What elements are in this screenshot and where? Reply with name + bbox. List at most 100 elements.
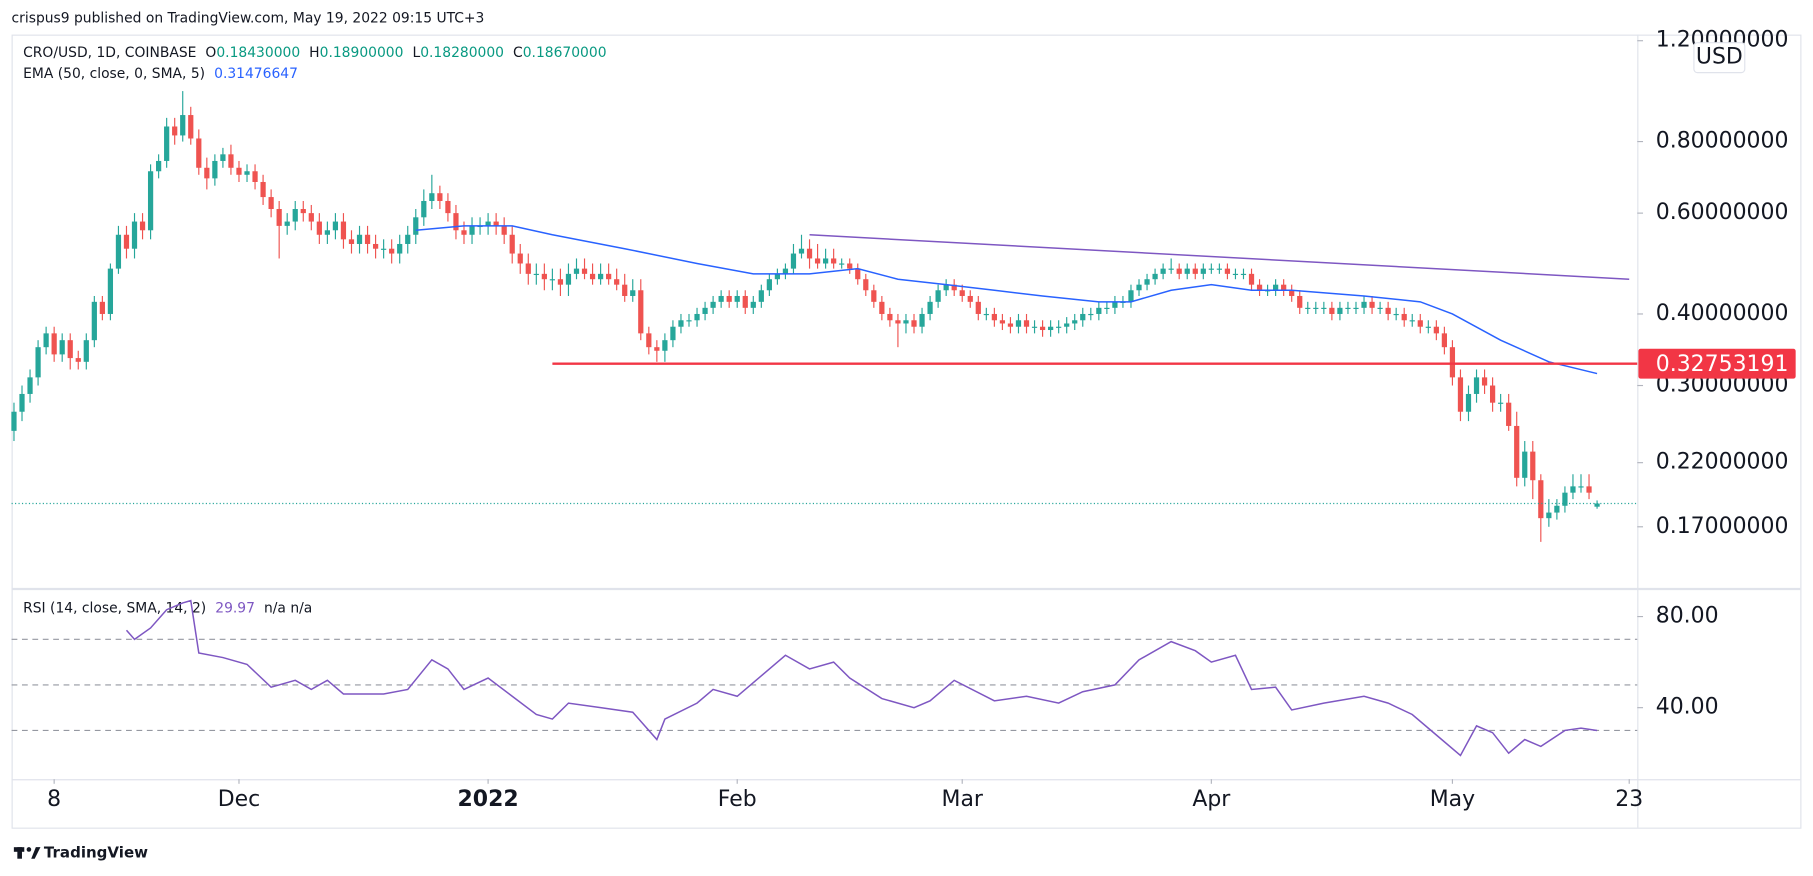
candle-body xyxy=(654,347,660,351)
candle-body xyxy=(204,167,210,179)
candle-body xyxy=(1192,268,1198,274)
candle-body xyxy=(734,295,740,302)
candle-body xyxy=(662,340,668,351)
candle-body xyxy=(1538,480,1544,519)
brand-logo xyxy=(13,847,41,859)
candle-body xyxy=(798,248,805,254)
candle-body xyxy=(405,234,411,244)
candle-body xyxy=(67,340,73,359)
candle-body xyxy=(35,347,41,378)
candle-body xyxy=(1160,268,1166,274)
x-tick-label: Dec xyxy=(218,787,260,812)
candle-body xyxy=(839,263,845,265)
candle-body xyxy=(340,221,347,240)
chart-frame xyxy=(11,34,1802,829)
candle-body xyxy=(557,279,564,285)
candle-body xyxy=(164,126,170,161)
candle-body xyxy=(1530,451,1536,481)
candle-body xyxy=(1184,268,1190,274)
candle-body xyxy=(565,273,572,285)
candle-body xyxy=(1522,451,1528,478)
x-tick-label: 23 xyxy=(1615,787,1643,812)
candle-body xyxy=(1152,273,1158,280)
candle-body xyxy=(75,358,81,362)
candle-body xyxy=(951,284,957,291)
candle-body xyxy=(622,284,628,296)
candle-body xyxy=(686,320,692,322)
candle-body xyxy=(1498,402,1504,404)
candle-body xyxy=(630,290,636,296)
y-tick-label: 0.17000000 xyxy=(1656,514,1789,539)
candle-body xyxy=(847,263,853,269)
candle-body xyxy=(1554,505,1560,513)
y-tick-label: 80.00 xyxy=(1656,604,1719,629)
candle-body xyxy=(895,320,901,324)
ema-legend: EMA (50, close, 0, SMA, 5) 0.31476647 xyxy=(23,66,298,82)
candle-body xyxy=(1425,326,1431,328)
candle-body xyxy=(236,167,242,175)
candle-body xyxy=(59,340,65,355)
candle-body xyxy=(999,320,1006,324)
candle-body xyxy=(1136,284,1142,291)
candle-body xyxy=(364,234,371,244)
level-label: 0.32753191 xyxy=(1656,352,1789,377)
candle-body xyxy=(927,301,933,314)
candle-body xyxy=(1297,295,1303,308)
candle-body xyxy=(742,295,748,308)
candle-body xyxy=(1216,268,1222,270)
candle-body xyxy=(220,154,226,161)
candle-body xyxy=(389,248,395,254)
candle-body xyxy=(43,333,49,348)
candle-body xyxy=(1281,284,1287,291)
candle-body xyxy=(710,301,716,308)
candle-body xyxy=(1409,320,1415,322)
candle-body xyxy=(332,221,339,231)
candle-body xyxy=(324,230,330,235)
candle-body xyxy=(11,411,17,431)
candle-body xyxy=(1586,486,1592,493)
candle-body xyxy=(1144,279,1150,285)
candle-body xyxy=(445,200,451,214)
candle-body xyxy=(1064,323,1070,327)
rsi-value: 29.97 xyxy=(215,601,255,617)
candle-body xyxy=(421,200,427,218)
x-tick-label: 8 xyxy=(47,787,61,812)
candle-body xyxy=(517,253,523,264)
brand-name: TradingView xyxy=(44,843,148,861)
candle-body xyxy=(292,209,298,222)
candle-body xyxy=(1088,313,1094,316)
candle-body xyxy=(758,290,764,302)
candle-body xyxy=(1256,284,1263,291)
x-tick-label: Mar xyxy=(942,787,984,812)
candle-body xyxy=(863,279,869,291)
candle-body xyxy=(381,248,387,250)
candle-body xyxy=(1361,301,1367,308)
candle-body xyxy=(356,234,363,244)
candle-body xyxy=(750,301,756,308)
y-tick-label: 0.22000000 xyxy=(1656,450,1789,475)
candle-body xyxy=(774,273,781,280)
candle-body xyxy=(1168,268,1174,270)
candle-body xyxy=(726,295,732,302)
candle-body xyxy=(131,221,138,249)
candle-body xyxy=(1465,393,1472,412)
candle-body xyxy=(541,273,547,280)
candle-body xyxy=(268,197,274,210)
y-tick-label: 0.80000000 xyxy=(1656,129,1789,154)
symbol-legend: CRO/USD, 1D, COINBASE O0.18430000 H0.189… xyxy=(23,45,606,61)
candle-body xyxy=(1329,307,1335,314)
candle-body xyxy=(1015,320,1022,327)
candle-body xyxy=(1232,273,1239,276)
candle-body xyxy=(614,279,620,285)
candle-body xyxy=(831,258,837,264)
candle-body xyxy=(1506,402,1512,426)
candle-body xyxy=(397,243,403,254)
candle-body xyxy=(718,295,724,302)
candle-body xyxy=(1273,284,1279,291)
candle-body xyxy=(919,313,925,327)
candle-body xyxy=(646,333,652,348)
candle-body xyxy=(935,290,941,302)
candle-body xyxy=(1449,347,1456,378)
legend-value: 0.18670000 xyxy=(523,45,607,61)
candle-body xyxy=(533,273,539,276)
